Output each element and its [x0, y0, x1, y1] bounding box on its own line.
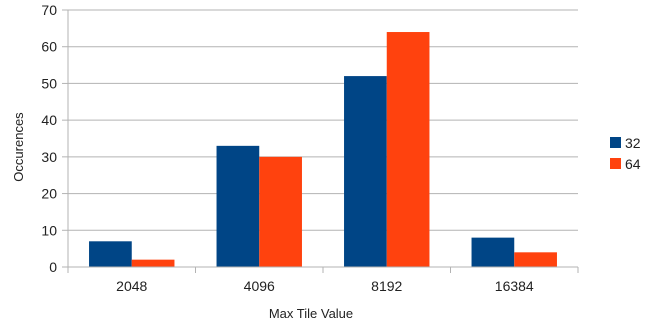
y-tick-label: 60 [41, 39, 57, 55]
bar-64-2048 [131, 259, 175, 267]
tick-labels: 0 10 20 30 40 50 60 70 2048 4096 8192 16384 [41, 2, 534, 294]
legend-swatch-64 [610, 158, 621, 169]
bar-32-4096 [216, 145, 260, 267]
y-axis-title: Occurences [11, 112, 26, 182]
y-tick-label: 10 [41, 222, 57, 238]
x-tick-label: 2048 [116, 278, 147, 294]
y-tick-label: 20 [41, 186, 57, 202]
grid-lines [68, 9, 578, 231]
bar-64-4096 [259, 156, 302, 267]
bar-32-2048 [89, 241, 132, 267]
bar-64-8192 [386, 32, 430, 268]
x-tick-label: 16384 [495, 278, 534, 294]
y-tick-label: 40 [41, 112, 57, 128]
y-tick-label: 30 [41, 149, 57, 165]
bar-32-8192 [344, 76, 387, 267]
y-tick-label: 0 [49, 259, 57, 275]
bars [89, 32, 557, 268]
x-tick-label: 4096 [244, 278, 275, 294]
legend-label-32: 32 [625, 135, 641, 151]
x-tick-label: 8192 [371, 278, 402, 294]
axes [62, 9, 579, 273]
bar-64-16384 [514, 252, 557, 267]
legend-swatch-32 [610, 137, 621, 148]
legend-label-64: 64 [625, 156, 641, 172]
y-tick-label: 70 [41, 2, 57, 18]
y-tick-label: 50 [41, 75, 57, 91]
x-axis-title: Max Tile Value [269, 306, 353, 321]
bar-32-16384 [471, 237, 515, 267]
